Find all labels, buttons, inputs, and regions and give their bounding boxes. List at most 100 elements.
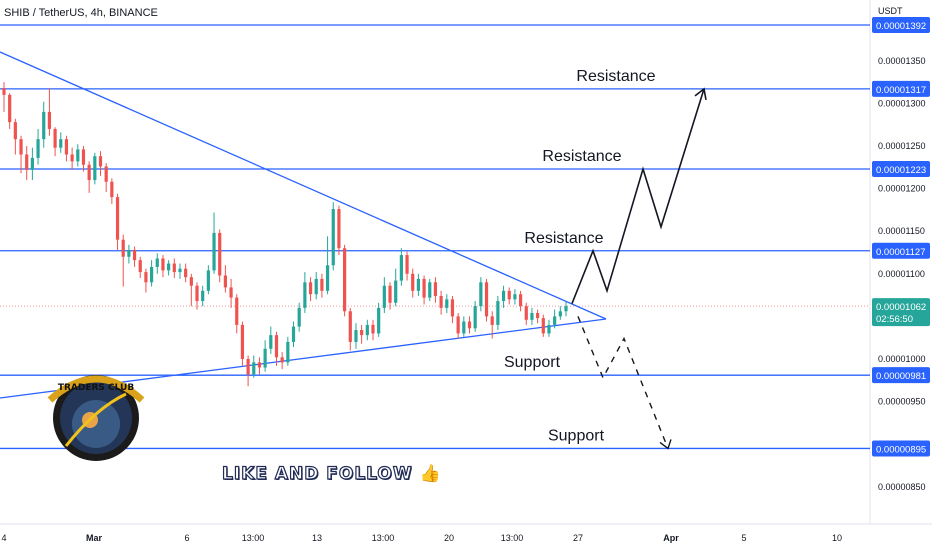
level-annotation: Resistance xyxy=(524,230,603,247)
projection-paths xyxy=(571,87,707,450)
candle-body xyxy=(64,139,69,155)
time-tick-label: 4 xyxy=(1,533,6,543)
candle-body xyxy=(564,306,568,312)
candle-body xyxy=(473,306,477,329)
time-tick-label: 20 xyxy=(444,533,454,543)
candle-body xyxy=(127,249,131,257)
candle-body xyxy=(172,263,176,273)
candle-body xyxy=(161,258,165,271)
level-price-tag xyxy=(872,242,930,259)
candle-body xyxy=(195,285,199,302)
level-price-tag-text: 0.00001223 xyxy=(876,165,926,176)
candlesticks xyxy=(2,82,568,387)
candle-body xyxy=(93,156,97,181)
candle-body xyxy=(167,263,171,271)
candle-body xyxy=(81,149,86,165)
candle-body xyxy=(314,278,318,295)
candle-body xyxy=(240,324,245,359)
triangle-upper-trendline xyxy=(0,51,607,320)
level-price-tag-text: 0.00000895 xyxy=(876,444,926,455)
candle-body xyxy=(467,321,472,329)
candle-body xyxy=(246,358,250,375)
candle-body xyxy=(121,239,125,257)
candle-body xyxy=(223,275,227,288)
candle-body xyxy=(25,154,29,170)
level-price-tag xyxy=(872,160,930,177)
price-tick-label: 0.00000850 xyxy=(878,482,926,492)
price-tags: 0.00001392 0.00001317 0.00001223 0.00001127… xyxy=(872,17,930,457)
candle-body xyxy=(484,282,489,317)
candle-body xyxy=(206,270,210,291)
time-tick-label: 13:00 xyxy=(372,533,395,543)
candle-body xyxy=(138,260,142,273)
candle-body xyxy=(291,326,296,342)
candle-body xyxy=(541,318,545,334)
level-annotation: Support xyxy=(548,427,605,444)
candle-body xyxy=(70,154,74,162)
current-price-tag xyxy=(872,298,930,327)
candle-body xyxy=(496,301,500,325)
price-tick-label: 0.00001150 xyxy=(878,226,925,236)
candle-body xyxy=(513,294,517,300)
candle-body xyxy=(518,294,523,307)
candle-body xyxy=(274,335,279,358)
candle-body xyxy=(524,306,528,320)
candle-body xyxy=(320,278,324,291)
candle-body xyxy=(76,149,80,162)
candle-body xyxy=(530,312,534,320)
candle-body xyxy=(411,273,415,291)
candle-body xyxy=(365,324,369,336)
candle-body xyxy=(184,268,188,278)
candle-body xyxy=(19,139,23,155)
price-tick-label: 0.00001000 xyxy=(878,354,926,364)
current-price-text: 0.00001062 xyxy=(876,302,926,313)
candle-body xyxy=(536,312,540,319)
candle-body xyxy=(388,285,392,303)
level-annotation: Resistance xyxy=(542,148,621,165)
like-and-follow-text: LIKE AND FOLLOW xyxy=(221,463,413,484)
candle-body xyxy=(229,287,233,298)
candle-body xyxy=(257,362,262,368)
level-price-tag xyxy=(872,440,930,457)
level-price-tag xyxy=(872,80,930,97)
candle-body xyxy=(149,266,154,283)
price-tick-label: 0.00000950 xyxy=(878,397,926,407)
time-tick-label: 13 xyxy=(312,533,322,543)
horizontal-levels: Resistance Resistance Resistance Support Sup… xyxy=(0,24,870,450)
chart-title: SHIB / TetherUS, 4h, BINANCE xyxy=(4,7,158,19)
candle-body xyxy=(212,232,216,271)
level-annotation: Resistance xyxy=(576,68,655,85)
candle-body xyxy=(405,255,409,274)
candle-body xyxy=(104,166,108,182)
price-unit: USDT xyxy=(878,6,903,16)
candle-body xyxy=(280,357,284,363)
candle-body xyxy=(479,282,483,307)
time-tick-label: 13:00 xyxy=(242,533,265,543)
candle-body xyxy=(132,249,137,261)
candle-body xyxy=(456,316,460,334)
candle-body xyxy=(263,348,267,368)
like-and-follow-watermark: LIKE AND FOLLOW 👍 xyxy=(221,463,442,484)
level-price-tag xyxy=(872,17,930,33)
candle-body xyxy=(189,277,193,286)
time-tick-label: 27 xyxy=(573,533,583,543)
candle-body xyxy=(501,290,506,302)
candle-body xyxy=(553,316,557,325)
candle-body xyxy=(422,278,426,298)
bearish-projection-path xyxy=(577,316,669,449)
candle-body xyxy=(115,197,120,240)
candle-body xyxy=(98,156,103,167)
level-price-tag-text: 0.00001127 xyxy=(876,247,926,258)
candle-body xyxy=(399,255,403,281)
time-tick-label: 6 xyxy=(184,533,189,543)
candle-body xyxy=(47,111,52,129)
candle-body xyxy=(308,282,313,295)
candle-body xyxy=(343,248,347,312)
level-price-tag-text: 0.00001317 xyxy=(876,85,926,96)
traders-club-logo: TRADERS CLUB xyxy=(47,375,145,461)
candle-body xyxy=(252,362,256,375)
candle-body xyxy=(354,330,358,342)
level-price-tag-text: 0.00000981 xyxy=(876,371,926,382)
